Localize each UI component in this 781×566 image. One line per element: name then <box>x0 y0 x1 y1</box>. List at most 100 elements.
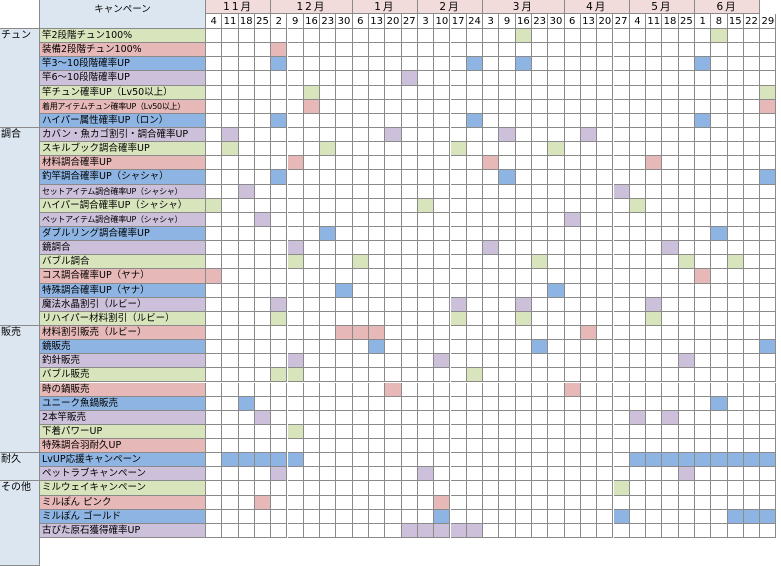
schedule-cell-active <box>271 170 288 185</box>
schedule-cell <box>385 340 402 355</box>
schedule-cell <box>417 368 435 383</box>
schedule-cell <box>483 368 500 383</box>
schedule-cell <box>727 269 744 284</box>
schedule-cell <box>238 481 255 496</box>
schedule-cell-active <box>369 340 386 355</box>
schedule-cell <box>743 198 761 213</box>
schedule-cell <box>369 156 386 171</box>
schedule-cell <box>336 509 353 524</box>
schedule-cell-active <box>760 340 777 355</box>
schedule-cell <box>222 43 239 58</box>
schedule-cell <box>483 43 500 58</box>
campaign-row-label: 魔法水晶割引（ルビー） <box>40 297 206 312</box>
schedule-cell <box>483 99 500 114</box>
schedule-cell <box>417 156 435 171</box>
schedule-cell <box>369 269 386 284</box>
campaign-row-label: 釣針販売 <box>40 354 206 369</box>
campaign-row-label: LvUP応援キャンペーン <box>40 453 206 468</box>
schedule-cell <box>629 226 647 242</box>
schedule-cell <box>369 283 386 298</box>
schedule-cell-active <box>271 368 288 383</box>
schedule-cell <box>434 368 451 383</box>
schedule-cell-active <box>434 495 451 510</box>
schedule-cell <box>238 354 255 369</box>
schedule-cell <box>743 297 761 312</box>
schedule-cell <box>743 29 761 44</box>
schedule-cell-active <box>711 396 728 411</box>
schedule-cell-active <box>385 127 402 143</box>
schedule-cell <box>417 212 435 227</box>
schedule-cell <box>466 410 484 425</box>
schedule-cell <box>711 184 728 199</box>
schedule-cell <box>254 269 272 284</box>
schedule-cell <box>287 467 304 482</box>
schedule-cell <box>369 396 386 411</box>
schedule-cell <box>760 212 777 227</box>
schedule-cell <box>515 156 532 171</box>
schedule-cell-active <box>303 85 321 100</box>
schedule-cell <box>336 113 353 128</box>
schedule-cell-active <box>711 29 728 44</box>
schedule-cell <box>597 170 614 185</box>
schedule-cell <box>206 439 223 454</box>
schedule-cell <box>434 453 451 468</box>
schedule-cell <box>271 241 288 256</box>
schedule-cell <box>727 170 744 185</box>
schedule-cell <box>401 113 418 128</box>
schedule-cell-active <box>662 453 679 468</box>
schedule-cell <box>483 340 500 355</box>
schedule-cell <box>303 269 321 284</box>
day-header: 9 <box>499 14 516 29</box>
schedule-cell <box>662 99 679 114</box>
schedule-cell-active <box>271 43 288 58</box>
schedule-cell <box>320 198 337 213</box>
schedule-cell <box>222 269 239 284</box>
schedule-cell <box>287 509 304 524</box>
schedule-cell <box>434 297 451 312</box>
schedule-cell <box>417 241 435 256</box>
day-header: 9 <box>287 14 304 29</box>
schedule-cell <box>238 198 255 213</box>
schedule-cell <box>515 184 532 199</box>
schedule-cell-active <box>646 311 663 326</box>
schedule-cell-active <box>678 255 695 270</box>
schedule-cell <box>303 156 321 171</box>
schedule-cell <box>385 453 402 468</box>
schedule-cell <box>352 410 369 425</box>
day-header: 13 <box>580 14 598 29</box>
schedule-cell <box>417 340 435 355</box>
schedule-cell <box>385 269 402 284</box>
schedule-cell <box>695 170 712 185</box>
schedule-cell <box>417 184 435 199</box>
schedule-cell <box>303 467 321 482</box>
schedule-cell-active <box>760 99 777 114</box>
schedule-cell-active <box>760 85 777 100</box>
schedule-cell <box>466 325 484 341</box>
schedule-cell <box>499 311 516 326</box>
schedule-cell <box>320 354 337 369</box>
schedule-cell <box>417 71 435 86</box>
schedule-cell-active <box>238 184 255 199</box>
schedule-cell <box>613 354 630 369</box>
schedule-cell <box>206 354 223 369</box>
schedule-cell <box>760 127 777 143</box>
schedule-cell <box>727 481 744 496</box>
schedule-cell <box>352 340 369 355</box>
schedule-cell <box>466 43 484 58</box>
schedule-cell <box>646 325 663 341</box>
schedule-cell <box>597 184 614 199</box>
schedule-cell <box>303 170 321 185</box>
schedule-cell <box>678 57 695 72</box>
schedule-cell <box>466 127 484 143</box>
schedule-cell <box>483 354 500 369</box>
schedule-cell <box>646 212 663 227</box>
schedule-cell-active <box>613 509 630 524</box>
schedule-cell <box>580 311 598 326</box>
schedule-cell <box>743 439 761 454</box>
schedule-cell <box>662 29 679 44</box>
schedule-cell <box>597 156 614 171</box>
schedule-cell <box>580 198 598 213</box>
schedule-cell <box>222 396 239 411</box>
schedule-cell <box>695 283 712 298</box>
schedule-cell-active <box>695 453 712 468</box>
